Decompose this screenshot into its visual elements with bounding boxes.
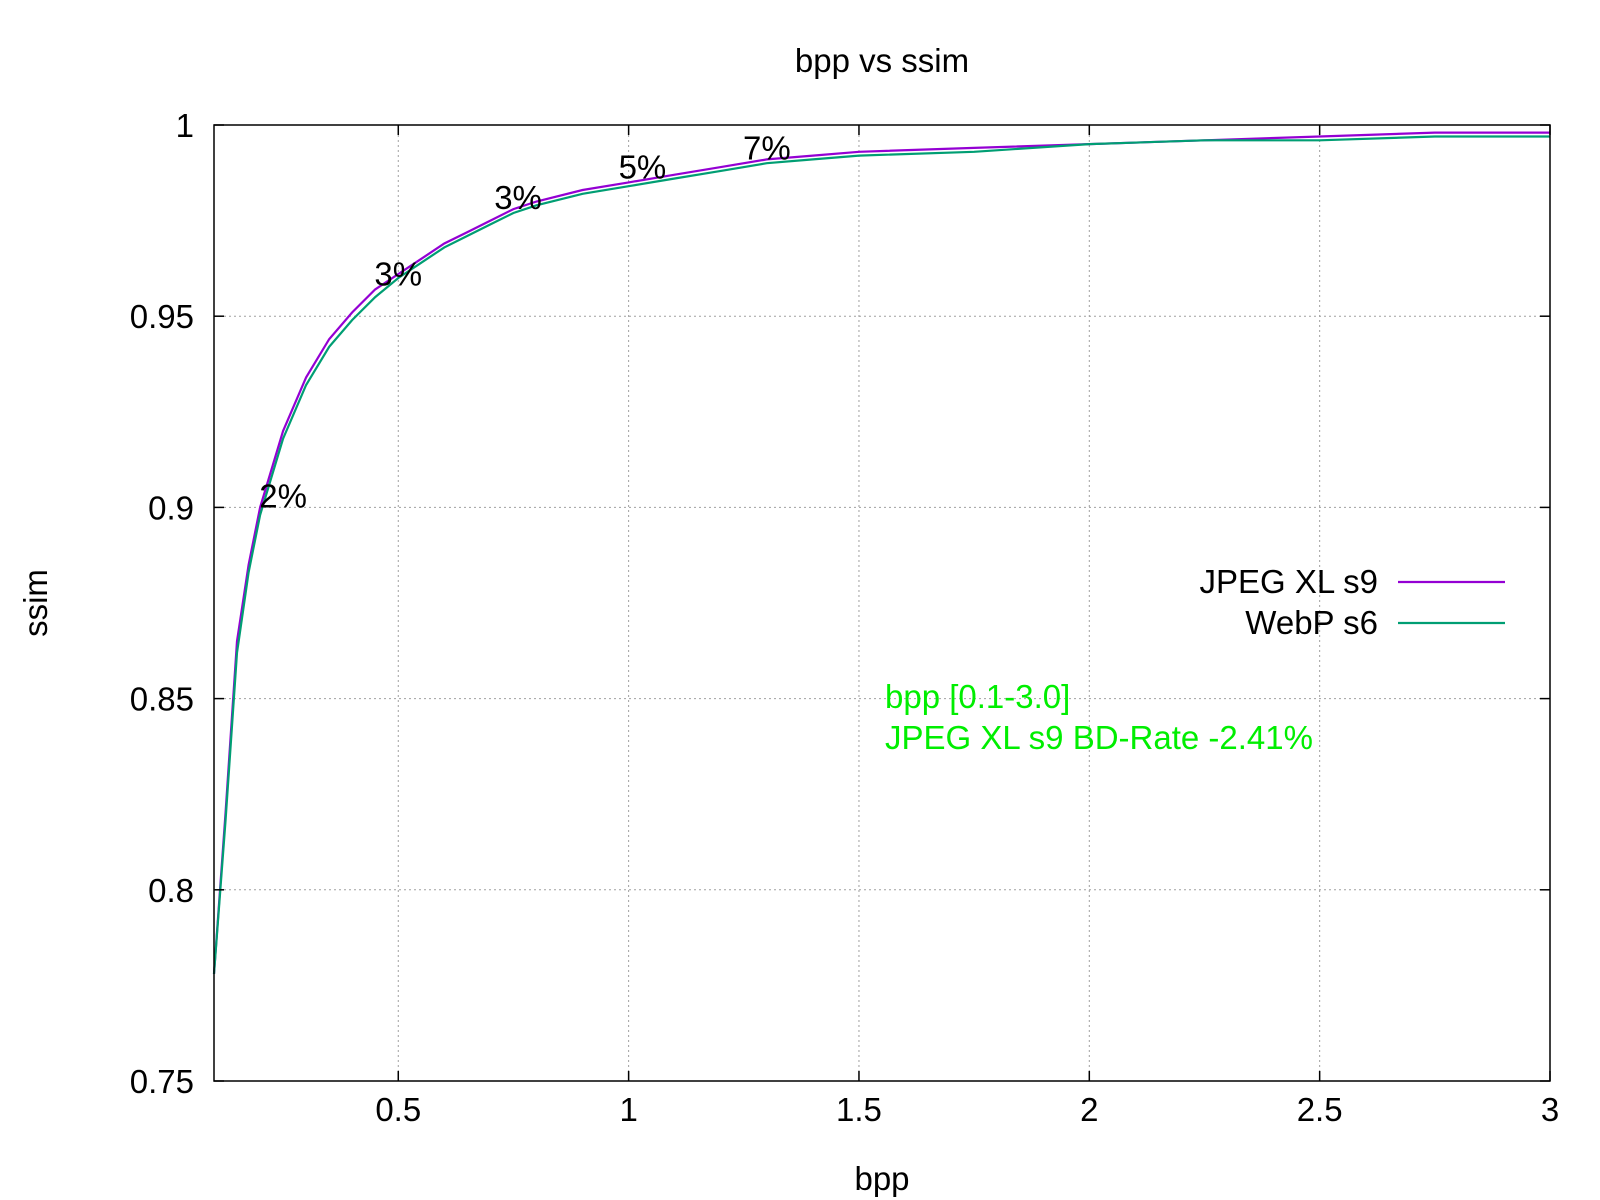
annotations: 2% 3% 3% 5% 7%	[259, 129, 790, 514]
note-line-bd-rate: JPEG XL s9 BD-Rate -2.41%	[885, 719, 1313, 756]
x-tick-label: 1	[619, 1091, 637, 1128]
axis-ticks: 0.5 1 1.5 2 2.5 3 0.75 0.8 0.85 0.9 0.95 1	[130, 107, 1559, 1128]
legend: JPEG XL s9 WebP s6	[1199, 563, 1505, 641]
bd-rate-annotation: 2%	[259, 477, 307, 514]
y-tick-label: 0.8	[148, 872, 194, 909]
y-tick-label: 0.85	[130, 681, 194, 718]
y-tick-label: 0.95	[130, 298, 194, 335]
x-tick-label: 1.5	[836, 1091, 882, 1128]
series-lines	[212, 131, 1550, 974]
bd-rate-annotation: 3%	[374, 256, 422, 293]
plot-frame	[213, 124, 1551, 1082]
x-tick-label: 0.5	[375, 1091, 421, 1128]
legend-label: JPEG XL s9	[1199, 563, 1378, 600]
x-tick-label: 3	[1541, 1091, 1559, 1128]
note-line-range: bpp [0.1-3.0]	[885, 678, 1070, 715]
y-tick-label: 0.9	[148, 489, 194, 526]
x-tick-label: 2	[1080, 1091, 1098, 1128]
legend-label: WebP s6	[1245, 604, 1378, 641]
series-line-jpeg-xl-s9	[212, 131, 1550, 974]
series-line-webp-s6	[212, 135, 1550, 974]
bd-rate-annotation: 5%	[619, 149, 667, 186]
y-axis-label: ssim	[17, 569, 54, 637]
chart-title: bpp vs ssim	[795, 42, 969, 79]
x-tick-label: 2.5	[1297, 1091, 1343, 1128]
x-axis-label: bpp	[854, 1160, 909, 1197]
y-tick-label: 0.75	[130, 1063, 194, 1100]
y-tick-label: 1	[176, 107, 194, 144]
bd-rate-annotation: 7%	[743, 129, 791, 166]
bd-rate-annotation: 3%	[494, 179, 542, 216]
bd-rate-note: bpp [0.1-3.0] JPEG XL s9 BD-Rate -2.41%	[885, 678, 1313, 756]
